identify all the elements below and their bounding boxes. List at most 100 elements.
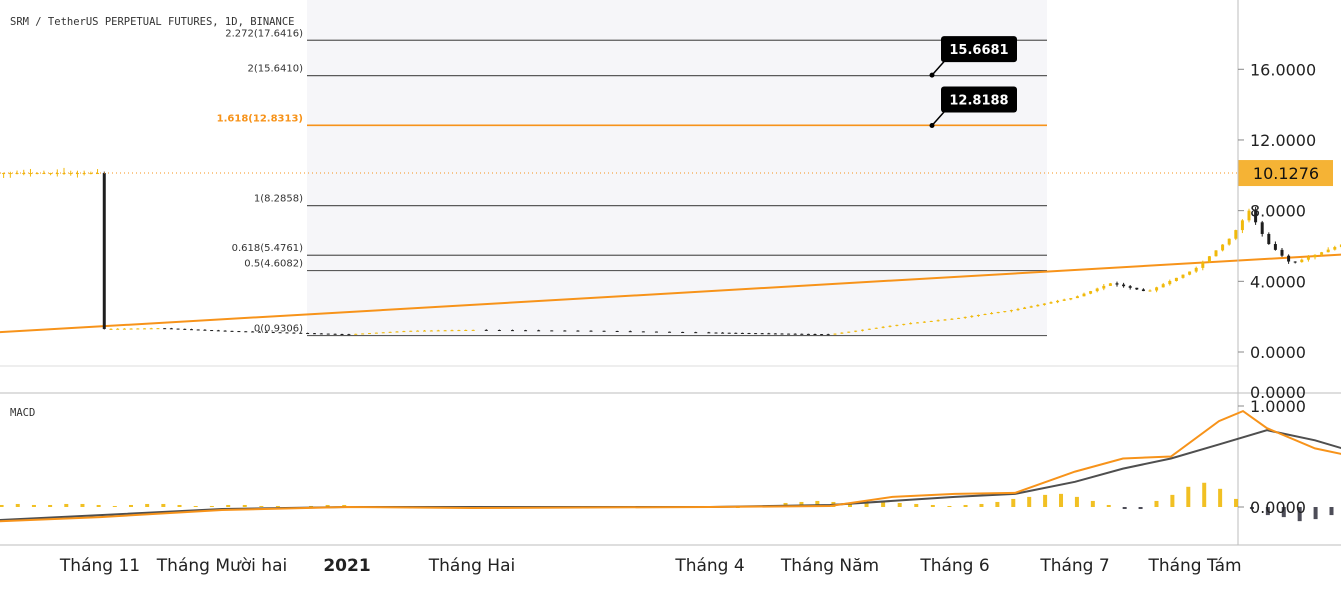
candle-body-154 xyxy=(1016,308,1020,311)
candle-body-160 xyxy=(1056,300,1060,303)
candle-body-191 xyxy=(1260,222,1264,234)
candle-body-153 xyxy=(1009,310,1013,312)
macd-hist-bar-61 xyxy=(963,504,968,507)
time-tick-label-8: Tháng Tám xyxy=(1147,556,1241,576)
candle-body-79 xyxy=(395,331,399,333)
time-axis[interactable]: Tháng 11 Tháng Mười hai 2021 Tháng Hai Tháng… xyxy=(59,556,1242,576)
candle-body-201 xyxy=(1326,249,1330,253)
candle-body-190 xyxy=(1254,210,1258,223)
candle-body-168 xyxy=(1108,283,1112,286)
time-tick-label-4: Tháng 4 xyxy=(674,556,744,576)
candle-body-178 xyxy=(1174,277,1178,282)
candle-body-95 xyxy=(537,330,541,332)
candle-body-136 xyxy=(895,324,899,326)
candle-body-189 xyxy=(1247,210,1251,221)
callout-box-1 xyxy=(941,86,1017,113)
macd-hist-bar-76 xyxy=(1202,482,1207,507)
candle-body-90 xyxy=(471,329,475,331)
candle-body-56 xyxy=(237,331,241,333)
macd-hist-bar-52 xyxy=(815,500,820,507)
price-tick-label-2: 8.0000 xyxy=(1250,202,1306,221)
macd-hist-bar-11 xyxy=(31,504,36,507)
candle-body-200 xyxy=(1320,252,1324,255)
macd-hist-bar-84 xyxy=(1329,507,1334,516)
candle-body-147 xyxy=(970,315,974,317)
macd-hist-bar-80 xyxy=(1265,507,1270,516)
candle-body-156 xyxy=(1029,306,1033,308)
candle-body-21 xyxy=(2,173,6,175)
candle-body-62 xyxy=(278,332,282,334)
candle-body-67 xyxy=(313,333,316,335)
price-axis[interactable]: 16.0000 12.0000 8.0000 4.0000 0.0000 0.0000 xyxy=(1238,60,1316,402)
time-tick-label-6: Tháng 6 xyxy=(919,556,989,576)
candle-body-74 xyxy=(361,333,365,335)
macd-hist-bar-14 xyxy=(80,503,85,507)
candle-body-131 xyxy=(861,329,864,331)
candle-body-82 xyxy=(416,330,420,332)
macd-hist-bar-30 xyxy=(342,504,347,507)
candle-series xyxy=(2,167,1341,336)
macd-hist-bar-12 xyxy=(48,504,53,507)
macd-hist-bar-62 xyxy=(979,503,984,507)
last-price-tag xyxy=(1238,160,1333,187)
callout-box-0 xyxy=(941,36,1017,63)
candle-body-48 xyxy=(183,328,187,330)
candle-body-113 xyxy=(740,332,744,334)
candle-body-174 xyxy=(1148,290,1152,292)
fib-label-4: 0.618(5.4761) xyxy=(232,243,304,254)
candle-body-23 xyxy=(15,173,19,175)
candle-body-137 xyxy=(902,323,906,325)
candle-body-43 xyxy=(149,328,153,330)
candle-body-195 xyxy=(1287,255,1291,262)
candle-body-133 xyxy=(874,327,878,329)
candle-body-51 xyxy=(203,329,207,331)
macd-hist-bar-16 xyxy=(112,505,117,507)
macd-pane-label: MACD xyxy=(10,407,35,419)
candle-body-75 xyxy=(368,333,371,335)
candle-body-202 xyxy=(1333,247,1337,250)
fib-label-2: 1.618(12.8313) xyxy=(217,113,303,124)
candle-body-64 xyxy=(292,332,296,334)
macd-hist-bar-64 xyxy=(1011,498,1016,507)
macd-hist-bar-66 xyxy=(1043,494,1048,507)
macd-hist-bar-55 xyxy=(864,501,869,507)
candle-body-63 xyxy=(285,332,289,334)
macd-hist-bar-72 xyxy=(1138,507,1143,510)
candle-body-151 xyxy=(996,312,1000,314)
trendline-layer[interactable] xyxy=(0,219,1341,341)
fib-label-0: 2.272(17.6416) xyxy=(225,28,303,39)
candle-body-37 xyxy=(109,328,113,330)
macd-hist-bar-51 xyxy=(799,501,804,507)
candle-body-177 xyxy=(1168,281,1172,285)
candle-body-117 xyxy=(767,333,771,335)
candle-body-86 xyxy=(443,330,447,332)
candle-body-26 xyxy=(35,173,39,175)
candle-body-22 xyxy=(8,173,12,175)
candle-body-100 xyxy=(602,330,606,332)
candle-body-54 xyxy=(223,330,227,332)
candle-body-107 xyxy=(694,332,698,334)
macd-axis[interactable]: 1.0000 0.0000 xyxy=(1238,397,1306,517)
macd-hist-bar-83 xyxy=(1313,507,1318,520)
candle-body-45 xyxy=(163,328,167,330)
candle-body-94 xyxy=(524,330,528,332)
price-callouts[interactable]: 15.6681 12.8188 xyxy=(929,36,1018,128)
fib-label-5: 0.5(4.6082) xyxy=(244,259,303,270)
macd-hist-bar-25 xyxy=(259,505,264,507)
macd-tick-label-0: 1.0000 xyxy=(1250,397,1306,416)
candle-body-125 xyxy=(820,334,824,336)
candle-body-161 xyxy=(1062,299,1066,301)
candle-body-179 xyxy=(1181,274,1185,278)
candle-body-139 xyxy=(916,322,919,324)
candle-body-104 xyxy=(654,331,658,333)
candle-body-89 xyxy=(464,330,468,332)
candle-body-61 xyxy=(271,332,275,334)
chart-title: SRM / TetherUS PERPETUAL FUTURES, 1D, BI… xyxy=(10,16,294,28)
macd-hist-bar-23 xyxy=(226,504,231,507)
last-price-line: 10.1276 xyxy=(0,160,1333,187)
candle-body-78 xyxy=(388,331,392,333)
candle-body-146 xyxy=(963,316,967,318)
candle-body-144 xyxy=(950,318,954,320)
